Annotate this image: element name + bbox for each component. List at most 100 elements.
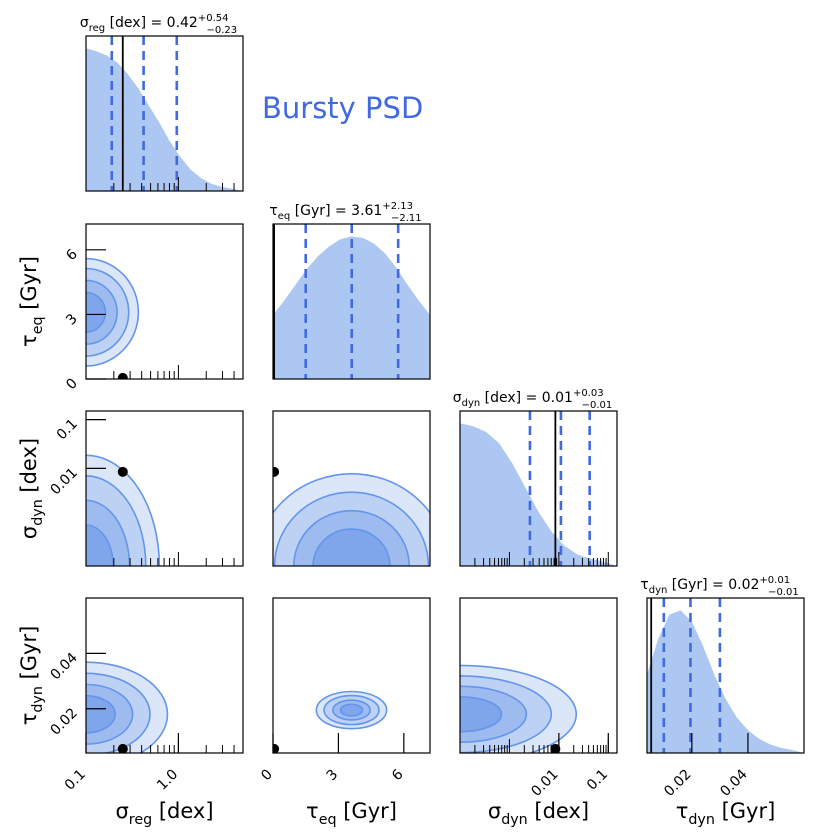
panel-frame-tau_eq (272, 223, 431, 380)
truth-point (273, 466, 280, 477)
x-axis-label-tau_dyn-subscript: dyn (688, 812, 715, 828)
marginal-sigma_dyn (460, 411, 617, 566)
panel-frame-tau_dyn (646, 597, 805, 754)
x-axis-label-tau_dyn-unit: [Gyr] (715, 799, 775, 823)
title-unit: [Gyr] = (667, 577, 728, 593)
title-symbol: τ (269, 203, 277, 219)
minor-ticks-sigma_reg (85, 177, 244, 191)
truth-point (273, 743, 280, 753)
y-axis-label-tau_dyn: τdyn [Gyr] (17, 626, 46, 726)
title-symbol: σ (453, 390, 462, 406)
x-axis-label-sigma_reg: σreg [dex] (115, 799, 213, 828)
x-tick-label-tau_eq: 6 (389, 766, 407, 784)
x-axis-label-sigma_reg-unit: [dex] (152, 799, 213, 823)
x-tick-label-tau_eq: 0 (258, 767, 276, 785)
title-unit: [dex] = (480, 390, 542, 406)
marginal-title-sigma_dyn: σdyn [dex] = 0.01+0.03 −0.01 (453, 388, 613, 411)
title-subscript: dyn (649, 585, 668, 596)
x-axis-label-tau_eq: τeq [Gyr] (306, 799, 397, 828)
x-axis-label-sigma_dyn-symbol: σ (488, 799, 501, 823)
pair-panel-sigma_dyn-tau_dyn (460, 664, 578, 753)
x-tick-label-sigma_dyn: 0.1 (584, 767, 611, 794)
pair-panel-tau_eq-tau_dyn (273, 690, 388, 753)
truth-point (117, 466, 128, 477)
title-value: 0.42 (167, 15, 198, 31)
marginal-fill-sigma_dyn (460, 423, 617, 566)
marginal-tau_dyn (647, 598, 804, 753)
title-symbol: σ (80, 15, 89, 31)
x-tick-label-sigma_dyn: 0.01 (528, 767, 561, 800)
title-value: 0.01 (542, 390, 573, 406)
x-tick-label-sigma_reg: 0.1 (62, 767, 89, 794)
marginal-fill-tau_dyn (647, 610, 804, 753)
title-minus: −0.01 (582, 400, 613, 411)
x-axis-label-sigma_reg-subscript: reg (129, 812, 152, 828)
chart-title: Bursty PSD (262, 91, 423, 125)
title-minus: −0.23 (207, 25, 238, 36)
y-axis-label-tau_eq-subscript: eq (30, 316, 46, 334)
panel-frame-pair (272, 597, 431, 754)
y-axis-label-sigma_dyn-subscript: dyn (30, 499, 46, 526)
title-minus: −2.11 (391, 213, 422, 224)
x-axis-label-tau_eq-symbol: τ (306, 799, 319, 823)
x-axis-label-tau_dyn: τdyn [Gyr] (676, 799, 776, 828)
title-unit: [dex] = (105, 15, 167, 31)
y-axis-label-sigma_dyn-unit: [dex] (17, 438, 41, 499)
y-axis-label-tau_eq-unit: [Gyr] (17, 256, 41, 316)
truth-point (550, 743, 561, 753)
y-tick-label-tau_eq: 3 (63, 311, 81, 329)
y-tick-label-sigma_dyn: 0.01 (47, 465, 80, 498)
pair-panel-sigma_reg-tau_dyn (86, 661, 169, 753)
y-tick-label-tau_dyn: 0.02 (47, 705, 80, 738)
x-axis-label-tau_eq-subscript: eq (319, 812, 337, 828)
y-tick-label-tau_eq: 6 (63, 246, 81, 264)
y-axis-label-tau_eq: τeq [Gyr] (17, 256, 46, 347)
pair-panel-sigma_reg-tau_eq (86, 257, 140, 379)
contour-level-1 (86, 524, 114, 566)
title-subscript: dyn (462, 398, 481, 409)
marginal-title-tau_dyn: τdyn [Gyr] = 0.02+0.01 −0.01 (640, 575, 798, 598)
y-axis-label-tau_eq-symbol: τ (17, 334, 41, 347)
y-axis-label-sigma_dyn-symbol: σ (17, 526, 41, 539)
y-axis-label-tau_dyn-subscript: dyn (30, 686, 46, 713)
pair-panel-tau_eq-sigma_dyn (273, 466, 430, 566)
title-plus: +0.03 (573, 388, 604, 399)
contour-level-1 (460, 696, 503, 733)
marginal-tau_eq (273, 224, 430, 379)
minor-ticks-sigma_reg (85, 552, 244, 566)
title-plus: +2.13 (382, 201, 413, 212)
y-tick-label-tau_dyn: 0.04 (47, 650, 80, 683)
contour-level-1 (339, 703, 364, 717)
title-symbol: τ (640, 577, 648, 593)
title-unit: [Gyr] = (290, 203, 351, 219)
y-axis-label-tau_dyn-symbol: τ (17, 713, 41, 726)
x-tick-label-sigma_reg: 1.0 (154, 767, 181, 794)
minor-ticks-sigma_reg (85, 365, 244, 379)
x-axis-label-sigma_dyn: σdyn [dex] (488, 799, 589, 828)
x-axis-label-sigma_dyn-subscript: dyn (501, 812, 528, 828)
minor-ticks-sigma_dyn (459, 552, 609, 566)
y-tick-label-sigma_dyn: 0.1 (54, 416, 81, 443)
marginal-title-tau_eq: τeq [Gyr] = 3.61+2.13 −2.11 (269, 201, 421, 224)
marginal-sigma_reg (86, 36, 243, 191)
marginal-fill-sigma_reg (86, 48, 243, 191)
truth-point (117, 743, 128, 753)
contour-level-1 (86, 291, 107, 333)
y-tick-label-tau_eq: 0 (63, 376, 81, 394)
truth-point (117, 372, 128, 379)
x-tick-label-tau_dyn: 0.04 (717, 766, 750, 799)
title-subscript: reg (89, 23, 105, 34)
title-value: 0.02 (728, 577, 759, 593)
y-axis-label-sigma_dyn: σdyn [dex] (17, 438, 46, 539)
x-axis-label-sigma_reg-symbol: σ (115, 799, 128, 823)
title-minus: −0.01 (768, 587, 799, 598)
x-axis-label-sigma_dyn-unit: [dex] (528, 799, 589, 823)
x-tick-label-tau_dyn: 0.02 (661, 767, 694, 800)
panel-frame-sigma_dyn (459, 410, 618, 567)
y-axis-label-tau_dyn-unit: [Gyr] (17, 626, 41, 686)
panel-frame-pair (272, 410, 431, 567)
x-axis-label-tau_dyn-symbol: τ (676, 799, 689, 823)
title-value: 3.61 (351, 203, 382, 219)
